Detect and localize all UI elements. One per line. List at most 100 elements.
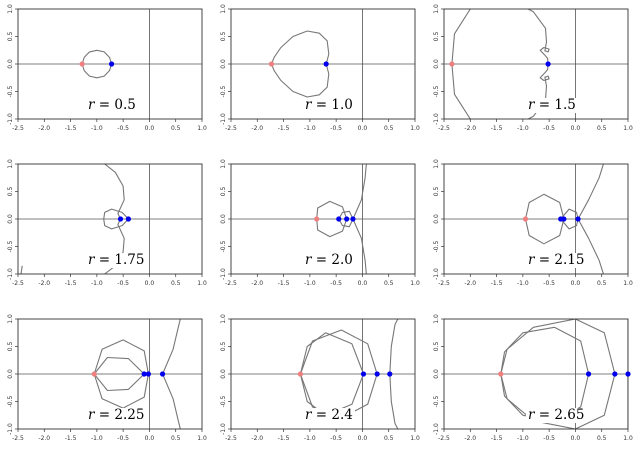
r-value-label: r = 2.65	[526, 408, 587, 423]
blue-point	[545, 61, 551, 67]
x-tick-label: -1.0	[304, 435, 316, 442]
curve-line	[162, 319, 181, 375]
x-tick-label: 1.0	[410, 125, 420, 132]
chart-panel: -2.5 -2.0 -1.5 -1.0 -0.5 0.0 0.5 1.0 -1.0 -0.5 0.0…	[0, 310, 212, 460]
x-tick-label: -2.0	[38, 435, 50, 442]
red-point	[91, 371, 97, 377]
r-equals: =	[94, 252, 115, 268]
x-tick-label: -1.5	[278, 125, 290, 132]
x-tick-label: 0.0	[571, 125, 581, 132]
x-tick-label: -2.0	[38, 280, 50, 287]
x-tick-label: -2.5	[12, 280, 24, 287]
x-tick-label: 1.0	[197, 280, 207, 287]
chart-svg: -2.5 -2.0 -1.5 -1.0 -0.5 0.0 0.5 1.0 -1.0 -0.5 0.0…	[433, 159, 633, 287]
x-tick-label: 1.0	[197, 435, 207, 442]
y-tick-label: 0.5	[220, 32, 227, 42]
x-tick-label: -0.5	[117, 280, 129, 287]
y-tick-label: -1.0	[433, 268, 440, 280]
x-tick-label: -2.0	[251, 280, 263, 287]
y-tick-label: 0.0	[7, 214, 14, 224]
r-equals: =	[311, 97, 332, 113]
r-number: 2.25	[114, 407, 145, 423]
r-symbol: r	[305, 407, 312, 423]
x-tick-label: 1.0	[623, 125, 633, 132]
x-tick-label: -0.5	[330, 435, 342, 442]
x-tick-label: 0.0	[145, 280, 155, 287]
blue-point	[323, 61, 329, 67]
x-tick-label: -0.5	[543, 280, 555, 287]
r-value-label: r = 2.0	[303, 253, 355, 268]
x-tick-label: -2.5	[225, 125, 237, 132]
x-tick-label: 0.5	[384, 435, 394, 442]
blue-point	[350, 216, 356, 222]
curves-group	[20, 164, 129, 274]
y-tick-label: 0.0	[433, 214, 440, 224]
blue-point	[336, 216, 342, 222]
red-point	[449, 61, 455, 67]
y-tick-label: 1.0	[7, 159, 14, 169]
chart-svg: -2.5 -2.0 -1.5 -1.0 -0.5 0.0 0.5 1.0 -1.0 -0.5 0.0…	[220, 159, 420, 287]
x-tick-label: 0.0	[145, 435, 155, 442]
x-tick-label: 0.0	[145, 125, 155, 132]
blue-point	[108, 61, 115, 67]
y-tick-label: 0.5	[7, 32, 14, 42]
y-tick-label: 0.5	[433, 187, 440, 197]
chart-panel: -2.5 -2.0 -1.5 -1.0 -0.5 0.0 0.5 1.0 -1.0 -0.5 0.0…	[213, 155, 425, 305]
blue-point	[374, 371, 380, 377]
y-tick-label: 0.5	[220, 342, 227, 352]
y-tick-label: -1.0	[220, 268, 227, 280]
r-equals: =	[311, 252, 332, 268]
x-tick-label: -1.0	[304, 280, 316, 287]
y-tick-label: 1.0	[220, 159, 227, 169]
y-tick-label: 1.0	[7, 4, 14, 14]
y-tick-label: -0.5	[433, 395, 440, 407]
x-tick-label: -2.0	[251, 435, 263, 442]
y-tick-label: -1.0	[220, 423, 227, 435]
red-point	[297, 371, 303, 377]
y-tick-label: 0.0	[7, 369, 14, 379]
x-tick-label: -2.5	[225, 280, 237, 287]
chart-svg: -2.5 -2.0 -1.5 -1.0 -0.5 0.0 0.5 1.0 -1.0 -0.5 0.0…	[7, 314, 207, 442]
x-tick-label: 0.0	[358, 435, 368, 442]
r-number: 2.15	[554, 252, 585, 268]
r-equals: =	[94, 97, 115, 113]
blue-point	[117, 216, 124, 222]
blue-point	[125, 216, 131, 222]
y-tick-label: 0.0	[433, 369, 440, 379]
blue-point	[625, 371, 631, 377]
x-tick-label: -0.5	[330, 280, 342, 287]
r-symbol: r	[88, 407, 95, 423]
curve-line	[577, 164, 604, 220]
chart-svg: -2.5 -2.0 -1.5 -1.0 -0.5 0.0 0.5 1.0 -1.0 -0.5 0.0…	[433, 314, 633, 442]
red-point	[268, 61, 275, 67]
curve-line	[389, 319, 399, 375]
chart-panel: -2.5 -2.0 -1.5 -1.0 -0.5 0.0 0.5 1.0 -1.0 -0.5 0.0…	[426, 310, 638, 460]
x-tick-label: -1.5	[65, 280, 77, 287]
x-tick-label: -1.5	[278, 280, 290, 287]
chart-panel: -2.5 -2.0 -1.5 -1.0 -0.5 0.0 0.5 1.0 -1.0 -0.5 0.0…	[213, 310, 425, 460]
chart-svg: -2.5 -2.0 -1.5 -1.0 -0.5 0.0 0.5 1.0 -1.0 -0.5 0.0…	[220, 314, 420, 442]
y-tick-label: -0.5	[433, 240, 440, 252]
chart-panel: -2.5 -2.0 -1.5 -1.0 -0.5 0.0 0.5 1.0 -1.0 -0.5 0.0…	[426, 0, 638, 150]
r-value-label: r = 2.15	[526, 252, 587, 268]
r-value-label: r = 0.5	[86, 98, 138, 113]
curve-line	[20, 265, 23, 274]
y-tick-label: 0.5	[433, 32, 440, 42]
x-tick-label: -2.0	[464, 280, 476, 287]
chart-svg: -2.5 -2.0 -1.5 -1.0 -0.5 0.0 0.5 1.0 -1.0 -0.5 0.0…	[433, 4, 633, 132]
x-tick-label: -2.5	[438, 280, 450, 287]
x-tick-label: -0.5	[543, 435, 555, 442]
x-tick-label: -1.0	[91, 125, 103, 132]
x-tick-label: 0.0	[571, 435, 581, 442]
blue-point	[145, 371, 151, 377]
x-tick-label: -0.5	[543, 125, 555, 132]
y-tick-label: 0.5	[7, 187, 14, 197]
curve-line	[352, 218, 367, 274]
y-tick-label: -1.0	[7, 113, 14, 125]
r-value-label: r = 2.25	[86, 407, 147, 423]
y-tick-label: 1.0	[433, 159, 440, 169]
x-tick-label: 0.5	[171, 435, 181, 442]
y-tick-label: 0.0	[7, 59, 14, 69]
x-tick-label: 1.0	[410, 280, 420, 287]
x-tick-label: -1.0	[304, 125, 316, 132]
